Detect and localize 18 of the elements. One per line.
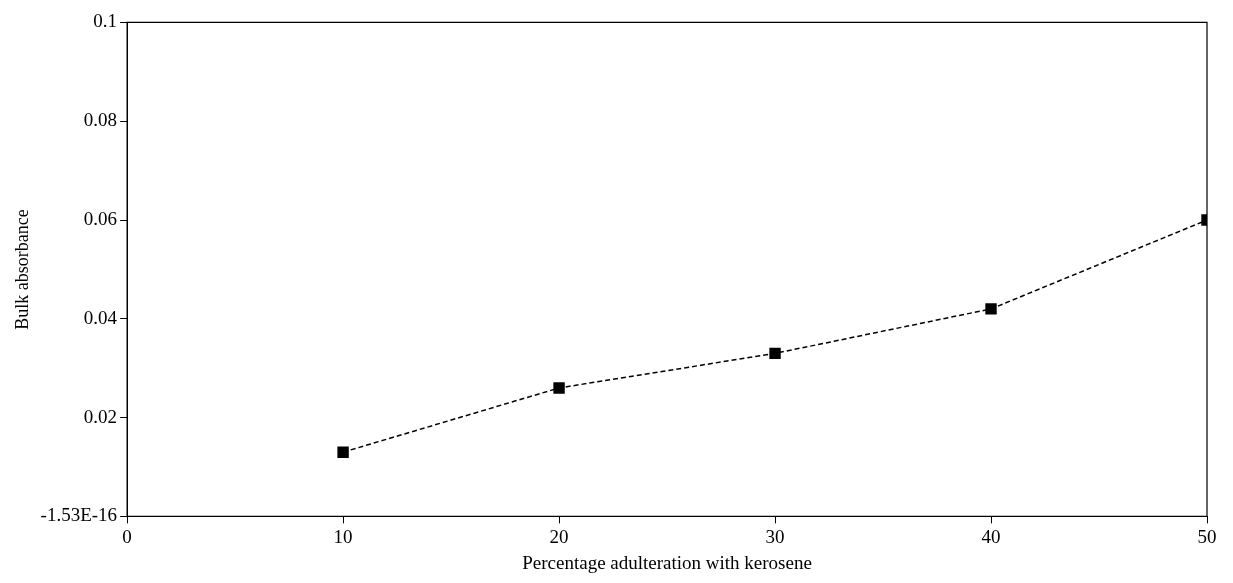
point — [769, 347, 781, 360]
x-tick-label: 10 — [333, 525, 353, 547]
x-tick-label: 50 — [1197, 525, 1217, 547]
x-tick-label: 0 — [122, 525, 132, 547]
x-axis-title: Percentage adulteration with kerosene — [522, 551, 812, 573]
point — [985, 303, 997, 315]
y-tick-label: 0.04 — [83, 306, 118, 328]
y-tick-label: 0.1 — [93, 10, 118, 32]
x-tick-label: 20 — [549, 525, 569, 547]
x-tick-label: 40 — [981, 525, 1001, 547]
point — [337, 446, 349, 458]
y-tick-label: 0.08 — [83, 109, 118, 131]
y-tick-label: 0.02 — [83, 405, 118, 427]
y-tick-label: -1.53E-16 — [40, 504, 118, 526]
y-tick-label: 0.06 — [83, 207, 118, 229]
point — [553, 382, 565, 394]
y-axis-title: Bulk absorbance — [11, 209, 32, 330]
x-tick-label: 30 — [765, 525, 785, 547]
